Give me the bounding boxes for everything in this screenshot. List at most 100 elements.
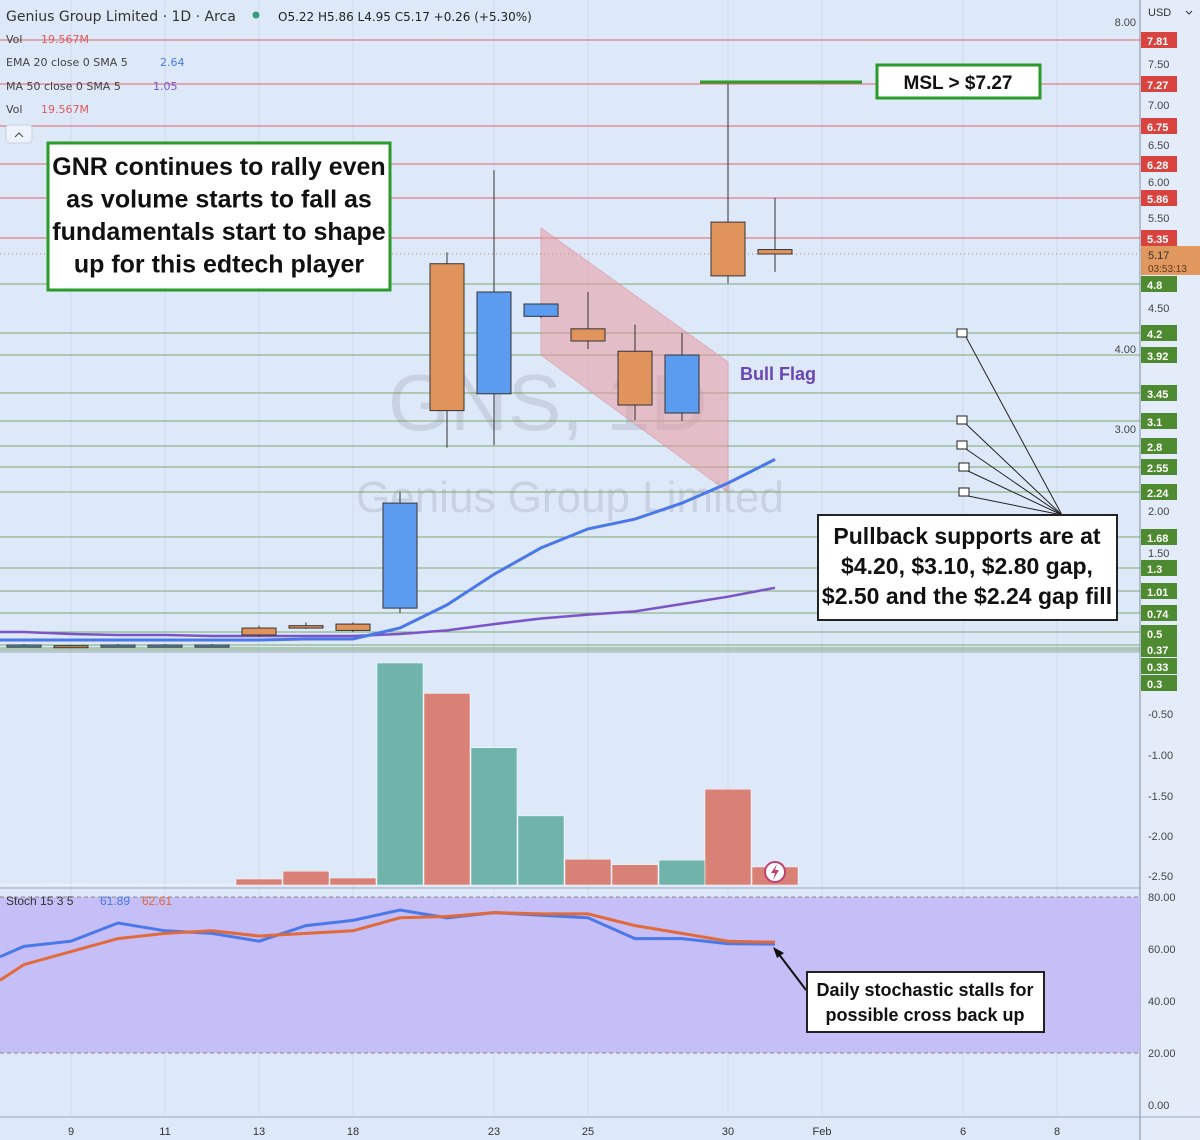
volume-bar[interactable] bbox=[517, 815, 565, 886]
support-price-label: 0.74 bbox=[1141, 605, 1177, 621]
price-label-text: 4.2 bbox=[1147, 329, 1162, 341]
msl-label: MSL > $7.27 bbox=[904, 73, 1013, 94]
pointer-line bbox=[967, 470, 1063, 516]
stoch-legend: Stoch 15 3 5 61.89 62.61 bbox=[6, 894, 172, 908]
time-tick: 6 bbox=[960, 1126, 966, 1138]
last-price-bg bbox=[1141, 246, 1200, 275]
candle-body bbox=[570, 328, 606, 342]
price-label-text: 0.33 bbox=[1147, 662, 1168, 674]
candle[interactable] bbox=[53, 645, 89, 649]
price-label-bg bbox=[1141, 190, 1177, 206]
indicator-legend[interactable]: EMA 20 close 0 SMA 5 2.64 bbox=[6, 56, 185, 69]
indicator-legend[interactable]: Vol 19.567M bbox=[6, 33, 89, 46]
candle[interactable] bbox=[523, 303, 559, 318]
candle[interactable] bbox=[288, 622, 324, 629]
stoch-k-line bbox=[0, 908, 776, 959]
support-price-label: 2.24 bbox=[1141, 484, 1177, 500]
last-price-label: 5.17 03:53:13 bbox=[1141, 246, 1200, 275]
price-label-text: 4.8 bbox=[1147, 280, 1162, 292]
candle[interactable] bbox=[6, 644, 42, 648]
price-label-bg bbox=[1141, 325, 1177, 341]
candle-body bbox=[382, 502, 418, 609]
anchor-square bbox=[956, 440, 968, 450]
candle[interactable] bbox=[476, 170, 512, 446]
price-label-text: 1.01 bbox=[1147, 587, 1168, 599]
price-label-bg bbox=[1141, 347, 1177, 363]
candle-body bbox=[617, 350, 653, 406]
candle[interactable] bbox=[757, 198, 793, 272]
candle-body bbox=[664, 354, 700, 414]
stoch-d-value: 62.61 bbox=[142, 894, 172, 908]
pointer-line bbox=[965, 336, 1063, 516]
price-label-bg bbox=[1141, 438, 1177, 454]
indicator-legend[interactable]: Vol 19.567M bbox=[6, 103, 89, 116]
candle[interactable] bbox=[194, 644, 230, 648]
price-axis: USD 8.00 7.50 7.00 6.50 6.00 5.50 4.50 4.00 3.00 2… bbox=[1115, 7, 1200, 1112]
candle-body bbox=[100, 644, 136, 648]
anchor-square bbox=[958, 487, 970, 497]
annotation-text: $4.20, $3.10, $2.80 gap, bbox=[841, 553, 1093, 579]
anchor-square bbox=[956, 415, 968, 425]
price-label-text: 3.92 bbox=[1147, 351, 1168, 363]
volume-bar[interactable] bbox=[611, 864, 659, 886]
support-price-label: 1.01 bbox=[1141, 583, 1177, 599]
collapse-legend-button[interactable] bbox=[5, 124, 33, 144]
price-label-bg bbox=[1141, 118, 1177, 134]
volume-bar[interactable] bbox=[235, 878, 283, 886]
candle-body bbox=[288, 625, 324, 629]
price-label-bg bbox=[1141, 32, 1177, 48]
volume-bar[interactable] bbox=[376, 662, 424, 886]
volume-bar[interactable] bbox=[658, 859, 706, 886]
annotation-box bbox=[875, 63, 1042, 100]
anchor-square bbox=[956, 328, 968, 338]
candle-body bbox=[6, 644, 42, 648]
support-price-label: 4.8 bbox=[1141, 276, 1177, 292]
chevron-down-icon bbox=[1185, 10, 1193, 15]
volume-bar[interactable] bbox=[564, 858, 612, 886]
time-tick: 23 bbox=[488, 1126, 500, 1138]
price-label-text: 5.35 bbox=[1147, 234, 1168, 246]
time-tick: 30 bbox=[722, 1126, 734, 1138]
resistance-price-label: 7.27 bbox=[1141, 76, 1177, 92]
stoch-tick: 40.00 bbox=[1148, 996, 1176, 1008]
candle[interactable] bbox=[710, 84, 746, 284]
currency-selector[interactable]: USD bbox=[1148, 7, 1171, 19]
candle[interactable] bbox=[335, 622, 371, 633]
volume-bar[interactable] bbox=[282, 870, 330, 886]
candle[interactable] bbox=[100, 644, 136, 648]
volume-bar[interactable] bbox=[329, 877, 377, 886]
price-tick: 7.00 bbox=[1148, 100, 1169, 112]
candle[interactable] bbox=[664, 333, 700, 421]
volume-bar[interactable] bbox=[423, 693, 471, 886]
candle[interactable] bbox=[617, 324, 653, 421]
price-label-bg bbox=[1141, 76, 1177, 92]
time-tick: 11 bbox=[159, 1126, 170, 1138]
stoch-label: Stoch 15 3 5 bbox=[6, 894, 74, 908]
price-label-bg bbox=[1141, 484, 1177, 500]
pullback-annotation: Pullback supports are at $4.20, $3.10, $2… bbox=[817, 328, 1118, 621]
indicator-legend[interactable]: MA 50 close 0 SMA 5 1.05 bbox=[6, 80, 178, 93]
candle[interactable] bbox=[429, 252, 465, 448]
time-tick: 25 bbox=[582, 1126, 594, 1138]
symbol-title[interactable]: Genius Group Limited · 1D · Arca bbox=[6, 9, 236, 25]
candle[interactable] bbox=[241, 625, 277, 637]
support-price-label: 4.2 bbox=[1141, 325, 1177, 341]
resistance-price-label: 6.75 bbox=[1141, 118, 1177, 134]
price-label-bg bbox=[1141, 459, 1177, 475]
volume-tick: -0.50 bbox=[1148, 709, 1173, 721]
pointer-line bbox=[967, 495, 1063, 516]
lightning-icon[interactable] bbox=[764, 861, 786, 883]
candle[interactable] bbox=[570, 292, 606, 349]
candle[interactable] bbox=[147, 644, 183, 648]
volume-bar[interactable] bbox=[470, 747, 518, 886]
volume-bar[interactable] bbox=[704, 788, 752, 886]
price-label-bg bbox=[1141, 156, 1177, 172]
anchor-square bbox=[958, 462, 970, 472]
support-price-label: 3.1 bbox=[1141, 413, 1177, 429]
price-tick: 5.50 bbox=[1148, 213, 1169, 225]
price-label-text: 0.5 bbox=[1147, 629, 1162, 641]
pointer-line bbox=[965, 423, 1063, 516]
candle[interactable] bbox=[382, 492, 418, 613]
price-label-bg bbox=[1141, 583, 1177, 599]
